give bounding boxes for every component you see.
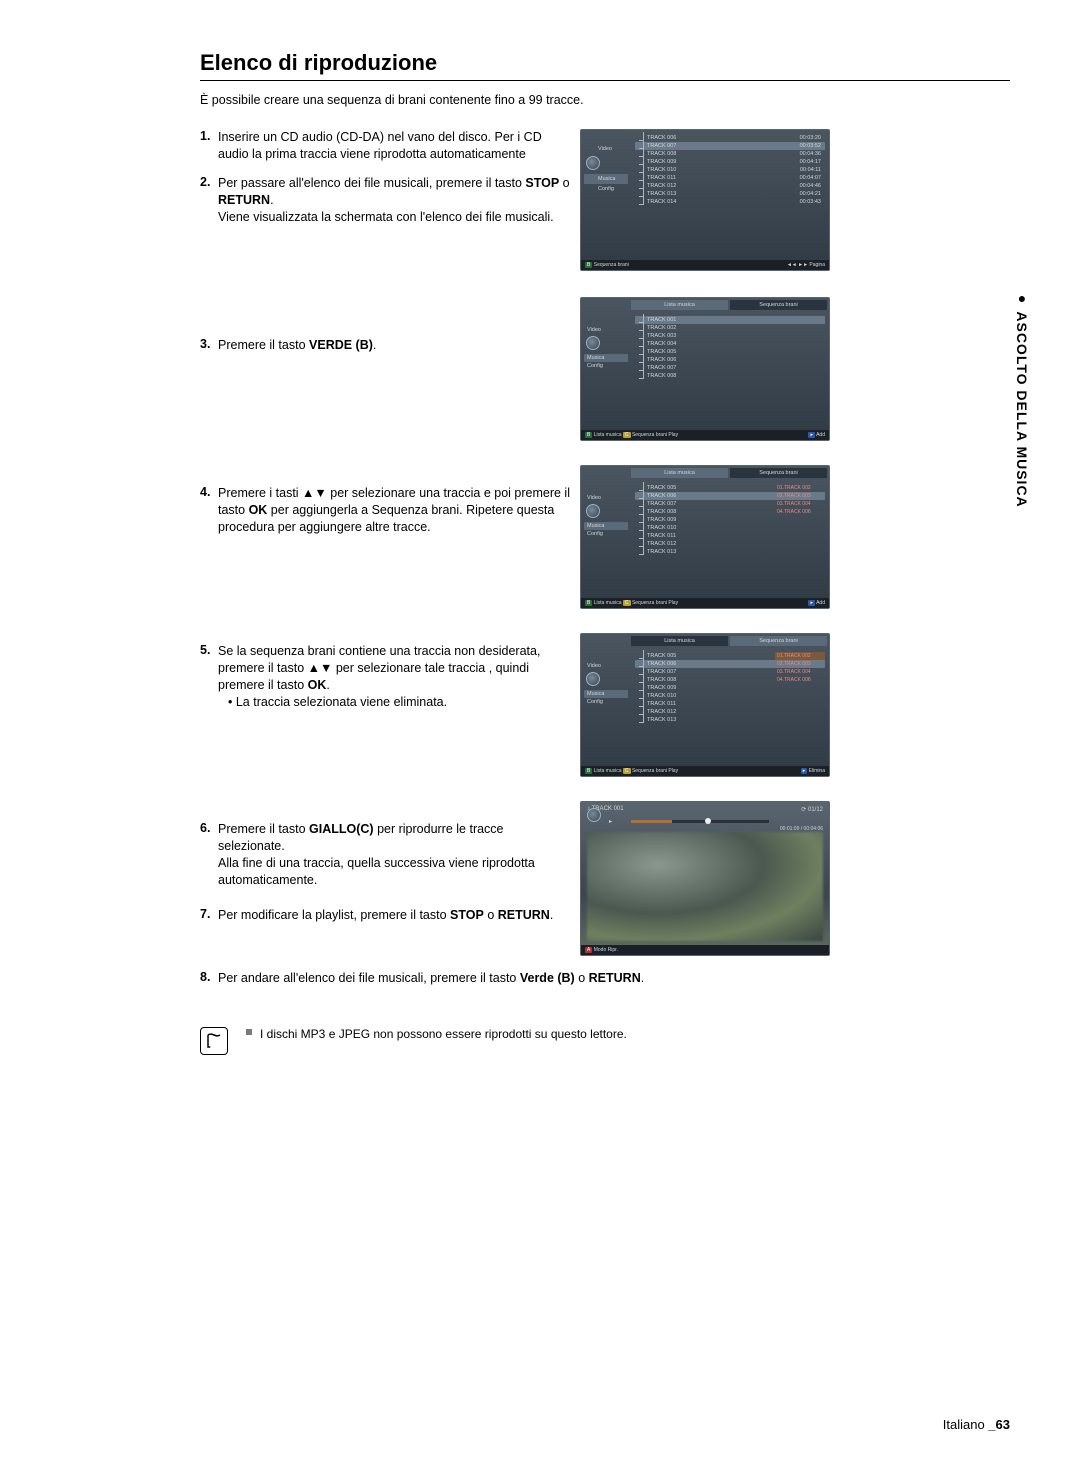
intro-paragraph: È possibile creare una sequenza di brani… xyxy=(200,93,1010,107)
track-row: TRACK 005 xyxy=(635,348,825,356)
step-6: 6. Premere il tasto GIALLO(C) per riprod… xyxy=(200,821,570,889)
playlist-row: 02.TRACK 003 xyxy=(775,660,825,668)
track-row: TRACK 00700:03:52 xyxy=(635,142,825,150)
playlist-row: 04.TRACK 006 xyxy=(775,508,825,516)
screenshot-track-list: Video Musica Config TRACK 00600:03:20TRA… xyxy=(580,129,830,271)
track-row: TRACK 008 xyxy=(635,372,825,380)
disc-icon xyxy=(586,336,600,350)
step-4-text: Premere i tasti ▲▼ per selezionare una t… xyxy=(218,485,570,536)
step-5: 5. Se la sequenza brani contiene una tra… xyxy=(200,643,570,711)
disc-icon xyxy=(586,504,600,518)
track-row: TRACK 003 xyxy=(635,332,825,340)
step-1: 1. Inserire un CD audio (CD-DA) nel vano… xyxy=(200,129,570,163)
screenshot-playlist-add: Lista musica Sequenza brani Video Musica… xyxy=(580,465,830,609)
step-6-text: Premere il tasto GIALLO(C) per riprodurr… xyxy=(218,821,570,889)
playlist-row: 02.TRACK 003 xyxy=(775,492,825,500)
track-row: TRACK 001 xyxy=(635,316,825,324)
track-row: TRACK 01200:04:46 xyxy=(635,182,825,190)
track-row: TRACK 002 xyxy=(635,324,825,332)
playlist-row: 01.TRACK 002 xyxy=(775,652,825,660)
track-row: TRACK 004 xyxy=(635,340,825,348)
track-row: TRACK 006 xyxy=(635,356,825,364)
page-title: Elenco di riproduzione xyxy=(200,50,1010,81)
chapter-side-tab-text: ● ASCOLTO DELLA MUSICA xyxy=(1014,290,1030,508)
chapter-side-tab: ● ASCOLTO DELLA MUSICA xyxy=(1014,290,1030,508)
step-1-text: Inserire un CD audio (CD-DA) nel vano de… xyxy=(218,129,570,163)
track-row: TRACK 013 xyxy=(635,548,825,556)
screenshot-playlist-empty: Lista musica Sequenza brani Video Musica… xyxy=(580,297,830,441)
track-row: TRACK 013 xyxy=(635,716,825,724)
track-row: TRACK 00600:03:20 xyxy=(635,134,825,142)
track-row: TRACK 009 xyxy=(635,516,825,524)
disc-icon xyxy=(586,156,600,170)
playlist-row: 01.TRACK 002 xyxy=(775,484,825,492)
note-box: I dischi MP3 e JPEG non possono essere r… xyxy=(200,1027,1010,1055)
step-3: 3. Premere il tasto VERDE (B). xyxy=(200,337,570,354)
step-4: 4. Premere i tasti ▲▼ per selezionare un… xyxy=(200,485,570,536)
playlist-row: 03.TRACK 004 xyxy=(775,500,825,508)
track-row: TRACK 012 xyxy=(635,540,825,548)
track-row: TRACK 010 xyxy=(635,524,825,532)
step-5-text: Se la sequenza brani contiene una tracci… xyxy=(218,643,570,711)
step-8: 8. Per andare all'elenco dei file musica… xyxy=(200,970,1010,987)
note-bullet-icon xyxy=(246,1029,252,1035)
step-2-text: Per passare all'elenco dei file musicali… xyxy=(218,175,570,226)
step-3-text: Premere il tasto VERDE (B). xyxy=(218,337,570,354)
note-text: I dischi MP3 e JPEG non possono essere r… xyxy=(260,1027,627,1041)
disc-icon xyxy=(586,672,600,686)
step-7-text: Per modificare la playlist, premere il t… xyxy=(218,907,570,924)
step-2: 2. Per passare all'elenco dei file music… xyxy=(200,175,570,226)
track-row: TRACK 007 xyxy=(635,364,825,372)
track-row: TRACK 01100:04:07 xyxy=(635,174,825,182)
playlist-row: 03.TRACK 004 xyxy=(775,668,825,676)
track-row: TRACK 00900:04:17 xyxy=(635,158,825,166)
note-icon xyxy=(200,1027,228,1055)
page-footer: Italiano _63 xyxy=(943,1417,1010,1432)
screenshot-player: ♪ TRACK 001 ⟳ 01/12 ▸ 00:01:09 / 00:04:0… xyxy=(580,801,830,956)
step-7: 7. Per modificare la playlist, premere i… xyxy=(200,907,570,924)
playlist-row: 04.TRACK 006 xyxy=(775,676,825,684)
track-row: TRACK 012 xyxy=(635,708,825,716)
screenshot-playlist-delete: Lista musica Sequenza brani Video Musica… xyxy=(580,633,830,777)
track-row: TRACK 01400:03:43 xyxy=(635,198,825,206)
step-8-text: Per andare all'elenco dei file musicali,… xyxy=(218,970,1010,987)
track-row: TRACK 011 xyxy=(635,532,825,540)
track-row: TRACK 01000:04:11 xyxy=(635,166,825,174)
track-row: TRACK 009 xyxy=(635,684,825,692)
track-row: TRACK 010 xyxy=(635,692,825,700)
track-row: TRACK 011 xyxy=(635,700,825,708)
track-row: TRACK 01300:04:21 xyxy=(635,190,825,198)
track-row: TRACK 00800:04:36 xyxy=(635,150,825,158)
disc-icon xyxy=(587,808,601,822)
